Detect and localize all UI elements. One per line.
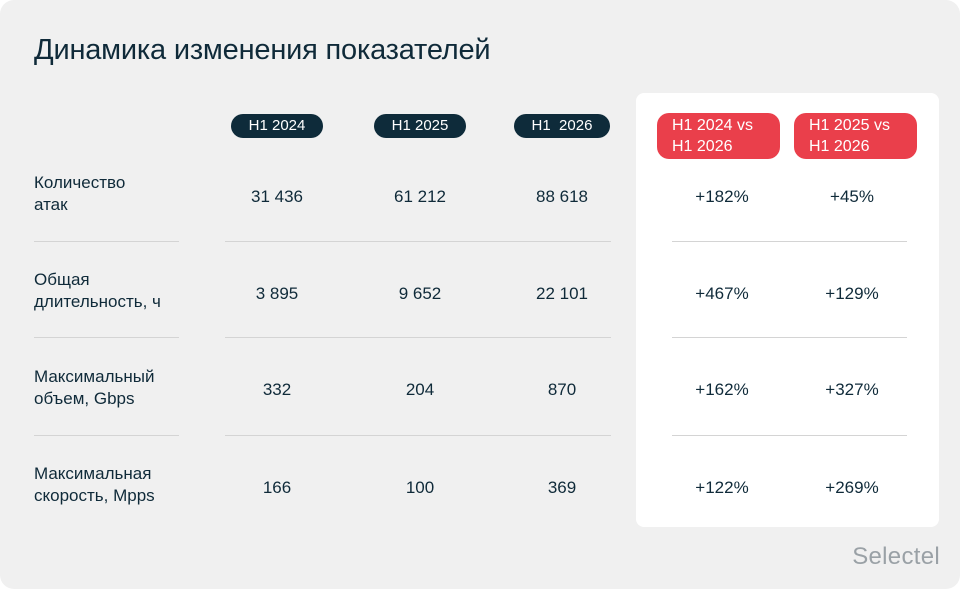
row-divider [225,435,611,436]
row-divider [672,435,907,436]
row-divider [34,241,179,242]
table-cell: +162% [695,380,749,399]
row-label-max-volume: Максимальный объем, Gbps [34,367,155,408]
table-cell: +129% [825,284,879,303]
table-cell: +45% [830,187,874,206]
row-label-max-speed: Максимальная скорость, Mpps [34,464,155,505]
table-cell: 9 652 [398,284,442,303]
table-cell: +182% [695,187,749,206]
table-cell: 166 [262,478,292,497]
row-divider [225,337,611,338]
row-divider [672,337,907,338]
table-cell: +467% [695,284,749,303]
table-cell: 870 [547,380,577,399]
table-cell: 100 [405,478,435,497]
table-cell: 3 895 [255,284,299,303]
row-label-total-duration: Общая длительность, ч [34,270,161,311]
column-header-h1-2024: H1 2024 [231,114,323,138]
table-cell: 22 101 [536,284,588,303]
column-header-2025-vs-2026: H1 2025 vs H1 2026 [794,113,917,159]
column-header-h1-2025: H1 2025 [374,114,466,138]
row-divider [672,241,907,242]
row-divider [34,435,179,436]
table-cell: 31 436 [251,187,303,206]
table-cell: +122% [695,478,749,497]
table-cell: +269% [825,478,879,497]
table-cell: 204 [405,380,435,399]
row-label-attack-count: Количество атак [34,173,126,214]
row-divider [225,241,611,242]
selectel-logo: Selectel [852,543,940,570]
row-divider [34,337,179,338]
table-cell: 369 [547,478,577,497]
column-header-2024-vs-2026: H1 2024 vs H1 2026 [657,113,780,159]
table-cell: +327% [825,380,879,399]
comparison-panel [636,93,939,527]
table-cell: 88 618 [536,187,588,206]
table-cell: 332 [262,380,292,399]
table-cell: 61 212 [394,187,446,206]
page-title: Динамика изменения показателей [34,34,491,66]
column-header-h1-2026: H1 2026 [514,114,610,138]
